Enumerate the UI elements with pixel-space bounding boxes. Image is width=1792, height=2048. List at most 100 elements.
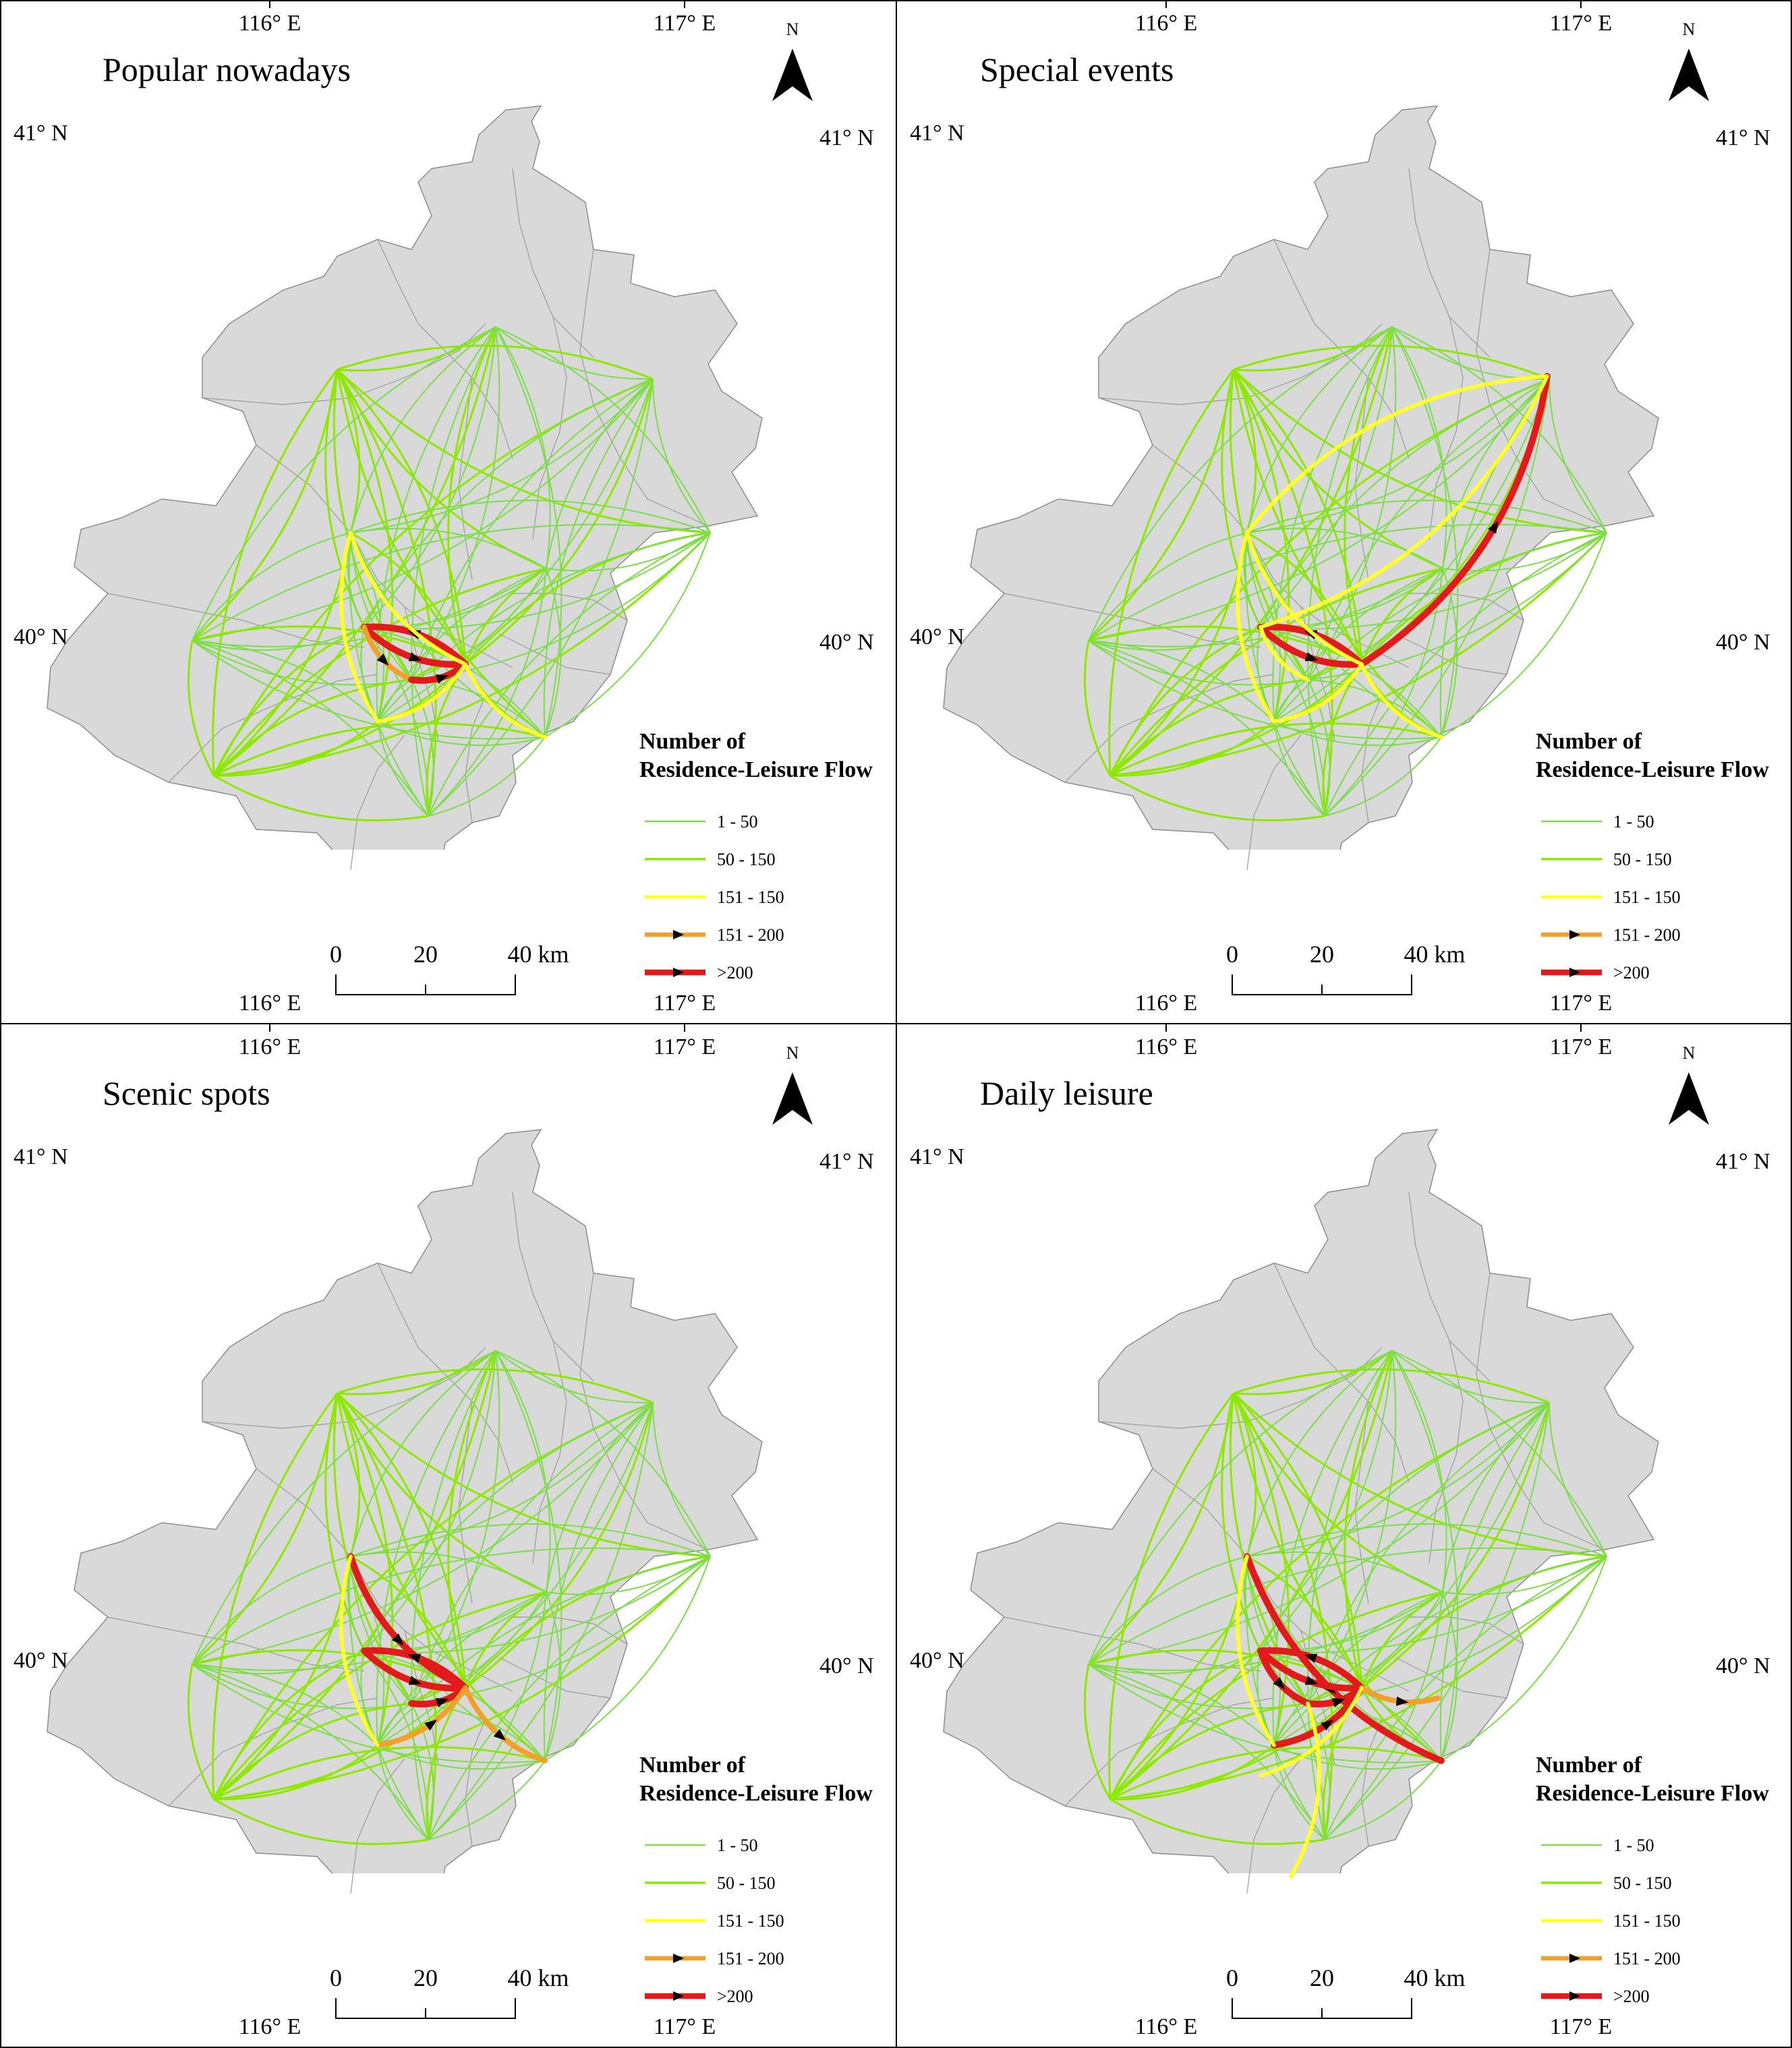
flow-line: [1233, 1368, 1550, 1404]
flow-line: [350, 500, 711, 533]
flow-line: [1083, 640, 1111, 776]
flow-line: [350, 1350, 496, 1557]
flow-line-class-5: [347, 1553, 469, 1691]
flow-line: [411, 1591, 547, 1704]
lon-label-117-top: 117° E: [654, 1034, 716, 1059]
lon-label-117-bottom: 117° E: [654, 991, 716, 1016]
lon-label-117-bottom: 117° E: [1550, 991, 1613, 1016]
lon-label-117-top: 117° E: [1550, 1034, 1613, 1059]
flow-line: [1324, 1760, 1442, 1840]
flow-line: [544, 532, 711, 738]
flow-line: [336, 369, 437, 817]
flow-line: [1246, 1555, 1363, 1689]
flow-line: [337, 1368, 654, 1404]
lat-label-41-left: 41° N: [910, 121, 964, 146]
flow-line: [1088, 326, 1393, 641]
flow-line: [1108, 1393, 1235, 1800]
lat-label-40-right: 40° N: [819, 630, 874, 655]
major-flows: [339, 531, 547, 739]
lat-label-40-left: 40° N: [910, 1648, 964, 1673]
flow-line: [1439, 378, 1550, 738]
north-arrow-shape: [772, 49, 813, 101]
flow-line: [1272, 1350, 1393, 1746]
flow-line: [1109, 1687, 1363, 1801]
flow-line: [495, 1350, 654, 1404]
district-border: [532, 1340, 567, 1564]
flow-line: [428, 1591, 547, 1840]
north-arrow-shape: [1669, 49, 1709, 101]
district-border: [107, 593, 365, 648]
flow-line-class-5: [1244, 1553, 1445, 1764]
flow-line: [1324, 532, 1607, 817]
flow-arrow: [1395, 1696, 1409, 1706]
panel-title: Scenic spots: [103, 1074, 270, 1112]
flow-line: [192, 625, 466, 666]
flow-line: [1273, 1703, 1308, 1746]
flow-line: [350, 1555, 467, 1689]
flow-line: [213, 1746, 546, 1801]
scale-bar: [1232, 1998, 1412, 2019]
panel-title: Popular nowadays: [103, 51, 351, 88]
flow-line: [1307, 1350, 1393, 1840]
flow-line: [350, 532, 412, 680]
flow-line-class-3: [1272, 662, 1364, 724]
lon-label-116-top: 116° E: [239, 11, 301, 36]
lon-label-116-bottom: 116° E: [1135, 2014, 1198, 2039]
district-border: [465, 1718, 486, 1847]
flow-line: [333, 1393, 413, 1704]
flow-line-class-3: [463, 662, 547, 739]
flow-line: [1307, 679, 1331, 817]
lat-label-41-right: 41° N: [819, 1149, 874, 1174]
north-label: N: [1683, 1043, 1696, 1063]
flow-line: [364, 1402, 654, 1651]
lat-label-40-left: 40° N: [910, 624, 964, 649]
legend-arrow: [673, 1954, 684, 1963]
district-border: [1361, 694, 1383, 823]
flow-line: [1307, 1402, 1550, 1704]
flow-line: [411, 1350, 500, 1704]
scale-label-20: 20: [1310, 1964, 1334, 1991]
flow-line: [652, 1402, 711, 1557]
flow-line: [1109, 1350, 1393, 1801]
flow-line: [192, 1664, 378, 1746]
legend-item-label: 151 - 150: [717, 1911, 784, 1931]
panel-labels: Special events 116° E 117° E 116° E 117° E 41…: [910, 0, 1770, 1016]
flow-line: [428, 736, 546, 817]
flow-line: [1260, 1402, 1550, 1651]
map-panel-1: Popular nowadays 116° E 117° E 116° E 117° E…: [13, 0, 874, 1016]
flow-arrow: [376, 653, 389, 666]
flow-line: [1088, 640, 1275, 722]
flow-line-class-3: [349, 531, 467, 666]
lon-label-116-bottom: 116° E: [239, 2014, 301, 2039]
flow-line: [213, 1350, 497, 1801]
north-label: N: [786, 1043, 799, 1063]
flow-line: [1246, 500, 1607, 533]
flow-arrow: [1304, 652, 1319, 662]
flow-line-class-3: [376, 662, 467, 724]
flow-line: [1391, 1350, 1550, 1404]
flow-line: [377, 1745, 546, 1770]
scale-label-20: 20: [1310, 941, 1334, 968]
legend-title: Residence-Leisure Flow: [639, 757, 873, 782]
flow-line: [544, 568, 562, 738]
district-border: [1004, 1616, 1261, 1672]
lat-label-41-left: 41° N: [13, 1144, 68, 1169]
district-border: [256, 1468, 378, 1604]
flow-line: [213, 663, 467, 777]
north-arrow-icon: [772, 49, 813, 101]
district-border: [1408, 1192, 1491, 1382]
flow-line: [1088, 1556, 1248, 1665]
flow-line: [411, 679, 434, 817]
legend-item-label: 1 - 50: [1613, 812, 1654, 831]
scale-bar: [1232, 974, 1412, 995]
legend-arrow: [1569, 930, 1580, 939]
flow-line: [1088, 1649, 1362, 1689]
flow-line: [1260, 532, 1607, 630]
flow-line: [377, 679, 412, 722]
flow-line: [495, 1350, 562, 1761]
flow-arrow: [1273, 1677, 1285, 1689]
flow-line: [192, 326, 496, 641]
map-panel-3: Scenic spots 116° E 117° E 116° E 117° E 41° …: [13, 1024, 874, 2039]
